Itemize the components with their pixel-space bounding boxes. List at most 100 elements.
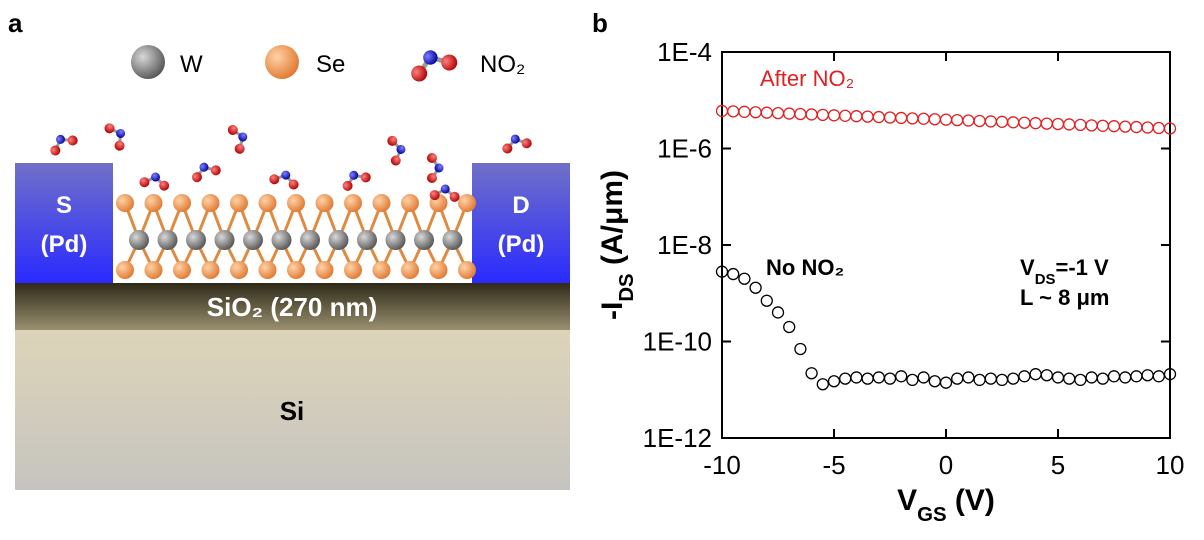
text-part: GS <box>917 504 946 526</box>
data-point <box>1131 371 1142 382</box>
plot-frame <box>722 52 1170 438</box>
data-point <box>773 108 784 119</box>
figure: a W Se NO₂ S (Pd) D (Pd) SiO₂ (270 nm) S… <box>0 0 1204 535</box>
data-point <box>1019 371 1030 382</box>
data-point <box>795 108 806 119</box>
data-point <box>941 114 952 125</box>
x-tick-label: 0 <box>939 450 953 480</box>
data-point <box>750 107 761 118</box>
wse2-layer <box>116 194 476 279</box>
data-point <box>963 115 974 126</box>
x-tick-label: 10 <box>1156 450 1185 480</box>
data-point <box>773 307 784 318</box>
data-point <box>851 372 862 383</box>
data-point <box>761 107 772 118</box>
x-tick-label: -5 <box>822 450 845 480</box>
text-part: -I <box>596 302 629 320</box>
data-point <box>728 106 739 117</box>
data-point <box>1109 371 1120 382</box>
data-point <box>974 374 985 385</box>
y-axis-label: -IDS (A/μm) <box>596 170 638 320</box>
text-part: =-1 V <box>1055 255 1109 280</box>
drain-electrode <box>472 163 570 283</box>
data-point <box>929 376 940 387</box>
data-point <box>952 373 963 384</box>
y-tick-label: 1E-8 <box>657 230 712 260</box>
data-point <box>985 116 996 127</box>
data-point <box>1053 118 1064 129</box>
text-part: (V) <box>947 484 995 517</box>
no2-molecules <box>45 118 533 202</box>
source-electrode <box>15 163 113 283</box>
data-point <box>941 377 952 388</box>
data-point <box>1109 121 1120 132</box>
data-point <box>1008 373 1019 384</box>
oxide-label: SiO₂ (270 nm) <box>207 292 378 322</box>
data-point <box>862 373 873 384</box>
data-point <box>728 269 739 280</box>
data-point <box>739 273 750 284</box>
data-point <box>885 112 896 123</box>
data-point <box>1142 370 1153 381</box>
y-tick-label: 1E-10 <box>643 327 712 357</box>
data-point <box>840 110 851 121</box>
electrode-label: S <box>56 192 72 219</box>
data-point <box>873 372 884 383</box>
data-point <box>806 368 817 379</box>
data-point <box>952 115 963 126</box>
data-point <box>985 373 996 384</box>
electrode-label: (Pd) <box>41 231 88 258</box>
data-point <box>907 374 918 385</box>
se-atom-icon <box>265 45 299 79</box>
data-point <box>1053 372 1064 383</box>
data-point <box>1041 118 1052 129</box>
data-point <box>862 111 873 122</box>
data-point <box>795 343 806 354</box>
data-point <box>1131 122 1142 133</box>
data-point <box>974 115 985 126</box>
text-part: V <box>897 484 917 517</box>
data-point <box>1153 122 1164 133</box>
data-point <box>885 373 896 384</box>
text-part: DS <box>616 273 638 301</box>
data-point <box>918 372 929 383</box>
annotation: L ~ 8 μm <box>1020 285 1109 310</box>
x-axis-label: VGS (V) <box>897 484 995 526</box>
data-point <box>806 109 817 120</box>
data-point <box>1086 120 1097 131</box>
series-label: No NO₂ <box>766 255 844 280</box>
x-tick-label: -10 <box>703 450 741 480</box>
data-point <box>840 373 851 384</box>
data-point <box>997 116 1008 127</box>
data-point <box>829 110 840 121</box>
data-point <box>1064 119 1075 130</box>
panel-label: b <box>592 8 608 38</box>
legend-label: W <box>180 51 203 78</box>
series-label: After NO₂ <box>760 66 854 91</box>
data-point <box>761 295 772 306</box>
text-part: V <box>1020 255 1035 280</box>
data-point <box>1097 373 1108 384</box>
panel-label: a <box>8 8 23 38</box>
data-point <box>1142 122 1153 133</box>
legend-label: NO₂ <box>480 51 525 78</box>
annotation: VDS=-1 V <box>1020 255 1109 288</box>
data-point <box>873 112 884 123</box>
data-point <box>896 371 907 382</box>
data-point <box>739 106 750 117</box>
data-point <box>907 113 918 124</box>
data-point <box>784 108 795 119</box>
electrode-label: D <box>512 192 529 219</box>
data-point <box>851 111 862 122</box>
data-point <box>750 282 761 293</box>
no2-icon <box>405 43 459 84</box>
data-point <box>1075 119 1086 130</box>
data-point <box>784 321 795 332</box>
data-point <box>963 372 974 383</box>
data-point <box>817 379 828 390</box>
data-point <box>1075 374 1086 385</box>
data-point <box>896 112 907 123</box>
electrode-label: (Pd) <box>498 231 545 258</box>
data-point <box>1120 121 1131 132</box>
